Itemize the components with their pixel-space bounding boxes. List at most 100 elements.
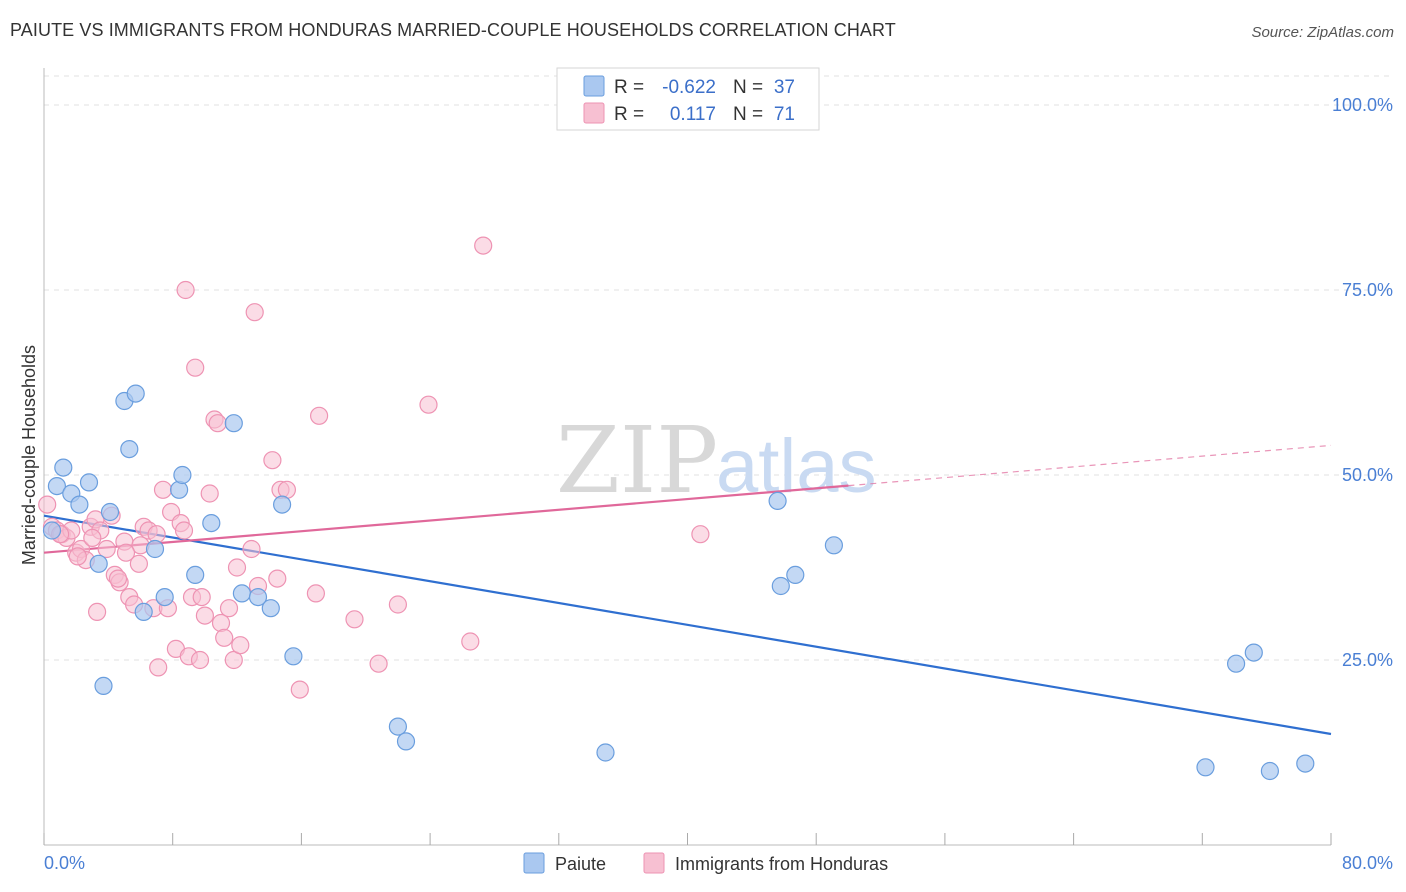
legend-label-paiute: Paiute	[555, 854, 606, 874]
paiute-point	[824, 536, 844, 555]
honduras-point	[186, 358, 205, 377]
paiute-point	[771, 576, 790, 596]
honduras-point	[345, 610, 364, 629]
honduras-point	[149, 658, 168, 677]
honduras-point	[153, 480, 173, 499]
honduras-point	[116, 543, 136, 562]
honduras-trend-line	[43, 484, 849, 554]
paiute-point	[232, 584, 251, 603]
paiute-point	[100, 502, 120, 522]
honduras-point	[231, 636, 250, 655]
legend-label-honduras: Immigrants from Honduras	[675, 854, 888, 874]
paiute-point	[786, 565, 805, 585]
svg-text:ZIP: ZIP	[556, 407, 718, 514]
paiute-point	[1196, 758, 1215, 777]
x-tick-label-max: 80.0%	[1342, 853, 1393, 873]
chart-source: Source: ZipAtlas.com	[1251, 24, 1394, 41]
honduras-point	[474, 236, 493, 255]
legend-r-value: 0.117	[670, 104, 716, 125]
paiute-point	[248, 587, 268, 607]
paiute-point	[1244, 643, 1263, 662]
honduras-point	[306, 584, 325, 603]
legend-swatch-paiute	[583, 75, 605, 97]
paiute-point	[120, 440, 139, 459]
paiute-point	[261, 599, 280, 618]
chart-title: PAIUTE VS IMMIGRANTS FROM HONDURAS MARRI…	[10, 20, 896, 40]
paiute-point	[54, 458, 73, 477]
grid-layer	[44, 75, 1392, 661]
ticks-layer: 25.0% 50.0% 75.0% 100.0%	[43, 95, 1393, 845]
honduras-point	[108, 569, 128, 588]
paiute-point	[273, 495, 292, 514]
honduras-point	[129, 554, 148, 573]
honduras-trend-line-extension	[848, 444, 1332, 487]
honduras-point	[219, 599, 239, 618]
paiute-point	[388, 717, 407, 736]
paiute-point	[94, 676, 113, 696]
x-tick-label-min: 0.0%	[44, 853, 85, 873]
paiute-point	[70, 495, 89, 514]
honduras-point	[192, 587, 211, 607]
paiute-point	[186, 565, 205, 585]
paiute-point	[126, 384, 145, 403]
y-tick-label: 50.0%	[1342, 465, 1393, 485]
paiute-point	[224, 414, 243, 433]
paiute-point	[1296, 754, 1315, 773]
honduras-point	[68, 547, 87, 566]
y-tick-label: 75.0%	[1342, 280, 1393, 300]
honduras-point	[691, 525, 710, 544]
honduras-point	[215, 628, 234, 647]
legend-r-label: R =	[614, 104, 644, 125]
paiute-point	[47, 477, 67, 496]
legend-swatch-honduras	[643, 852, 665, 874]
paiute-point	[202, 513, 221, 533]
honduras-point	[461, 632, 480, 651]
paiute-point	[134, 602, 153, 622]
honduras-point	[83, 528, 102, 548]
honduras-point	[208, 414, 227, 433]
legend-swatch-paiute	[523, 852, 545, 874]
honduras-point	[290, 680, 309, 699]
honduras-point	[419, 395, 438, 414]
paiute-point	[145, 539, 165, 559]
honduras-point	[176, 280, 195, 300]
honduras-point	[263, 451, 282, 470]
honduras-point	[310, 406, 329, 425]
honduras-point	[369, 654, 388, 673]
svg-text:atlas: atlas	[716, 424, 877, 509]
honduras-point	[195, 606, 214, 625]
correlation-legend: R = -0.622 N = 37 R = 0.117 N = 71	[556, 67, 820, 131]
legend-n-label: N =	[733, 104, 763, 125]
paiute-point	[284, 647, 303, 666]
paiute-point	[596, 743, 615, 762]
paiute-point	[173, 465, 192, 485]
paiute-point	[1260, 761, 1280, 781]
paiute-point	[79, 473, 99, 492]
legend-swatch-honduras	[583, 102, 605, 124]
paiute-point	[1226, 654, 1246, 673]
paiute-point	[89, 554, 108, 573]
series-legend: Paiute Immigrants from Honduras	[523, 852, 888, 874]
legend-n-label: N =	[733, 77, 763, 98]
y-tick-label: 25.0%	[1342, 650, 1393, 670]
legend-r-label: R =	[614, 77, 644, 98]
honduras-point	[38, 495, 57, 514]
honduras-point	[388, 595, 407, 614]
honduras-point	[227, 558, 247, 577]
honduras-point	[268, 569, 287, 588]
paiute-point	[396, 732, 416, 751]
legend-n-value: 71	[774, 104, 795, 125]
honduras-point	[174, 521, 194, 540]
honduras-point	[242, 539, 261, 559]
paiute-point	[768, 491, 787, 510]
honduras-point	[190, 650, 210, 670]
paiute-trend-line	[43, 514, 1332, 736]
watermark: ZIP atlas	[556, 407, 877, 514]
y-tick-label: 100.0%	[1332, 95, 1393, 115]
honduras-point	[200, 484, 219, 503]
points-layer	[38, 236, 1315, 781]
paiute-point	[42, 521, 62, 540]
honduras-point	[245, 303, 264, 322]
y-axis-label: Married-couple Households	[19, 345, 39, 565]
